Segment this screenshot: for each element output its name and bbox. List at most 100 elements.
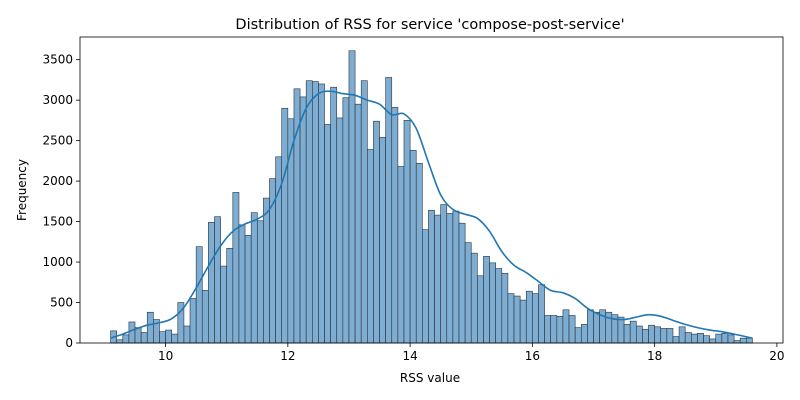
histogram-bar [238,224,246,344]
x-axis: 10 12 14 16 18 20 [158,343,785,363]
histogram-bar [715,333,723,344]
x-axis-label: RSS value [400,371,460,385]
histogram-bar [256,220,264,344]
histogram-bar [562,309,570,344]
histogram-bar [146,311,154,344]
chart-title: Distribution of RSS for service 'compose… [235,17,624,33]
histogram-bar [208,222,215,344]
histogram-bar [654,326,662,344]
histogram-bar [464,242,472,344]
x-tick-label: 20 [769,349,784,363]
histogram-bar [519,299,527,344]
histogram-bar [501,273,509,344]
histogram-bar [189,298,197,344]
histogram-bar [201,290,209,344]
histogram-bar [697,332,704,344]
histogram-bar [690,333,698,344]
histogram-bar [299,96,307,344]
histogram-bar [367,149,374,344]
histogram-bar [116,339,124,344]
histogram-bar [171,333,179,344]
histogram-bar [477,275,484,344]
histogram-bar [324,124,331,344]
histogram-bar [159,331,166,344]
histogram-bar [232,192,240,344]
kde-layer [110,90,753,339]
histogram-bar [574,327,582,344]
histogram-bar [544,315,552,344]
histogram-bar [495,268,503,344]
histogram-bar [635,325,643,344]
y-tick-label: 2500 [42,134,73,148]
histogram-bar [244,235,252,344]
histogram-bar [122,334,130,344]
histogram-bar [587,309,594,344]
histogram-bar [134,327,142,344]
histogram-bar [440,204,448,344]
y-tick-label: 1000 [42,255,73,269]
histogram-bar [403,120,411,344]
histogram-bar [214,216,221,344]
histogram-bar [568,315,576,344]
histogram-bar [489,262,496,344]
histogram-bar [128,321,136,344]
histogram-bar [336,117,344,344]
histogram-bar [642,328,649,344]
histogram-bar [354,103,362,344]
histogram-bar [342,97,350,344]
histogram-bar [446,213,454,344]
histogram-bar [678,326,686,344]
histogram-bar [617,316,625,344]
histogram-bar [513,295,521,344]
histogram-bar [538,284,545,344]
histogram-bar [140,332,148,344]
histogram-bar [593,311,600,344]
y-tick-label: 2000 [42,174,73,188]
histogram-bar [360,80,368,344]
histogram-bar [263,197,270,344]
histogram-bar [415,162,423,344]
histogram-bar [709,338,717,344]
histogram-bar [727,334,735,344]
histogram-bar [397,166,405,344]
histogram-bar [629,320,637,344]
histogram-bar [721,332,729,344]
histogram-bar [525,290,533,344]
histogram-bar [422,229,429,344]
histogram-bar [648,324,655,344]
y-tick-label: 3500 [42,53,73,67]
histogram-bar [746,337,753,344]
histogram-bar [311,81,319,344]
y-tick-label: 1500 [42,215,73,229]
x-tick-label: 12 [280,349,295,363]
y-tick-label: 0 [65,336,73,350]
histogram-bar [580,324,588,344]
histogram-bar [470,252,478,344]
histogram-bar [195,246,203,344]
x-tick-label: 10 [158,349,173,363]
histogram-bar [391,107,399,344]
bars-layer [110,50,753,344]
histogram-bar [409,150,417,344]
histogram-bar [220,265,228,344]
histogram-bar [458,222,466,344]
histogram-bar [739,337,747,344]
histogram-bar [305,80,313,344]
histogram-bar [250,212,258,344]
histogram-bar [684,332,692,344]
histogram-bar [483,256,490,344]
y-tick-label: 3000 [42,93,73,107]
histogram-bar [452,210,460,344]
histogram-bar [318,83,325,344]
histogram-bar [660,328,668,344]
plot-frame [79,36,784,344]
histogram-bar [532,293,539,344]
histogram-bar [330,86,338,344]
histogram-bar [556,315,564,344]
histogram-bar [703,335,710,344]
histogram-bar [666,328,674,344]
histogram-bar [434,214,441,344]
y-tick-label: 500 [50,296,73,310]
histogram-bar [672,336,680,344]
